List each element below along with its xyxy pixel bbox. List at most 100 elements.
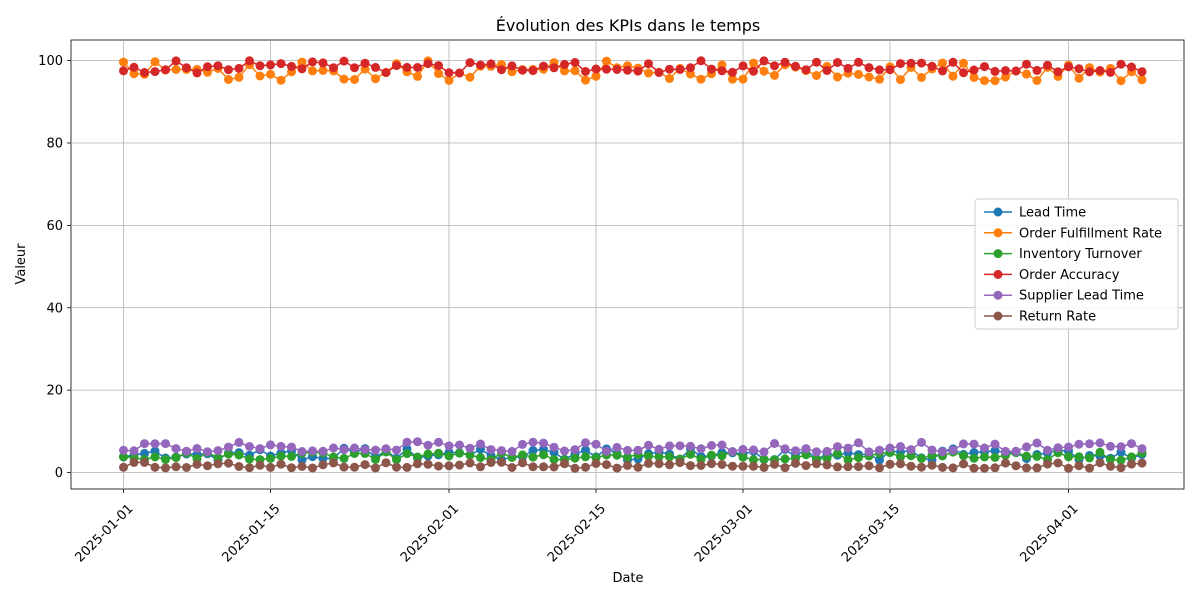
data-point: [119, 452, 128, 462]
data-point: [192, 459, 202, 469]
data-point: [654, 444, 664, 454]
data-point: [560, 446, 569, 456]
data-point: [255, 444, 265, 454]
data-point: [455, 440, 464, 450]
series-order-accuracy: [119, 56, 1147, 78]
data-point: [245, 56, 254, 66]
data-point: [119, 462, 128, 472]
data-point: [812, 447, 821, 457]
data-point: [339, 74, 349, 84]
data-point: [402, 437, 412, 447]
y-tick-label: 20: [46, 384, 63, 399]
y-tick-label: 0: [55, 466, 63, 481]
data-point: [444, 68, 454, 78]
data-point: [423, 59, 433, 69]
data-point: [360, 445, 370, 455]
data-point: [990, 446, 1000, 456]
data-point: [413, 63, 422, 72]
data-point: [612, 442, 622, 452]
data-point: [329, 443, 338, 453]
data-point: [833, 72, 842, 82]
data-point: [234, 462, 244, 471]
data-point: [1022, 442, 1031, 452]
data-point: [245, 454, 254, 464]
data-point: [1106, 461, 1115, 471]
data-point: [959, 58, 968, 68]
data-point: [465, 458, 475, 468]
data-point: [287, 61, 296, 71]
data-point: [843, 63, 853, 73]
data-point: [948, 71, 958, 81]
data-point: [161, 439, 170, 449]
data-point: [150, 57, 160, 67]
data-point: [339, 453, 349, 463]
data-point: [444, 441, 454, 451]
data-point: [602, 56, 611, 66]
data-point: [203, 62, 212, 72]
data-point: [990, 453, 1000, 462]
data-point: [917, 454, 926, 463]
data-point: [759, 454, 769, 464]
data-point: [906, 58, 916, 68]
data-point: [749, 66, 758, 76]
data-point: [654, 452, 664, 462]
legend-item: Order Accuracy: [984, 268, 1120, 283]
data-point: [1064, 62, 1073, 72]
data-point: [255, 71, 265, 81]
data-point: [1022, 463, 1031, 473]
data-point: [717, 440, 727, 450]
data-point: [759, 56, 769, 66]
series-line: [123, 461, 1143, 470]
data-point: [738, 444, 748, 454]
legend-marker-swatch: [993, 207, 1003, 217]
data-point: [560, 459, 569, 469]
data-point: [665, 452, 674, 462]
data-point: [455, 68, 464, 78]
data-point: [1043, 459, 1052, 469]
data-point: [843, 455, 853, 465]
data-point: [1116, 455, 1126, 465]
data-point: [1127, 452, 1136, 462]
data-point: [1032, 65, 1042, 75]
data-point: [455, 460, 464, 470]
data-point: [591, 439, 601, 449]
data-point: [129, 457, 139, 467]
data-point: [1116, 76, 1126, 86]
data-point: [990, 66, 1000, 76]
data-point: [581, 452, 590, 462]
data-point: [780, 454, 790, 464]
data-point: [129, 69, 139, 79]
data-point: [308, 66, 317, 76]
data-point: [245, 442, 254, 451]
data-point: [917, 462, 926, 472]
series-group: [119, 56, 1147, 473]
data-point: [780, 444, 790, 454]
data-point: [906, 445, 916, 455]
data-point: [675, 458, 685, 468]
data-point: [1053, 67, 1063, 77]
data-point: [728, 461, 737, 471]
data-point: [612, 463, 622, 473]
data-point: [455, 448, 464, 458]
data-point: [119, 445, 128, 455]
y-tick-label: 80: [46, 136, 63, 151]
data-point: [528, 452, 538, 462]
data-point: [854, 462, 863, 472]
data-point: [234, 450, 244, 460]
data-point: [917, 72, 926, 82]
data-point: [413, 437, 422, 447]
data-point: [644, 440, 653, 450]
data-point: [885, 443, 895, 453]
data-point: [528, 66, 538, 76]
data-point: [539, 462, 548, 472]
data-point: [413, 71, 422, 81]
data-point: [728, 74, 737, 84]
data-point: [980, 452, 989, 462]
data-point: [539, 450, 548, 460]
data-point: [203, 461, 212, 471]
data-point: [591, 64, 601, 74]
data-point: [644, 451, 653, 461]
data-point: [875, 74, 884, 84]
legend: Lead Time Order Fulfillment Rate Inventory…: [974, 198, 1179, 330]
